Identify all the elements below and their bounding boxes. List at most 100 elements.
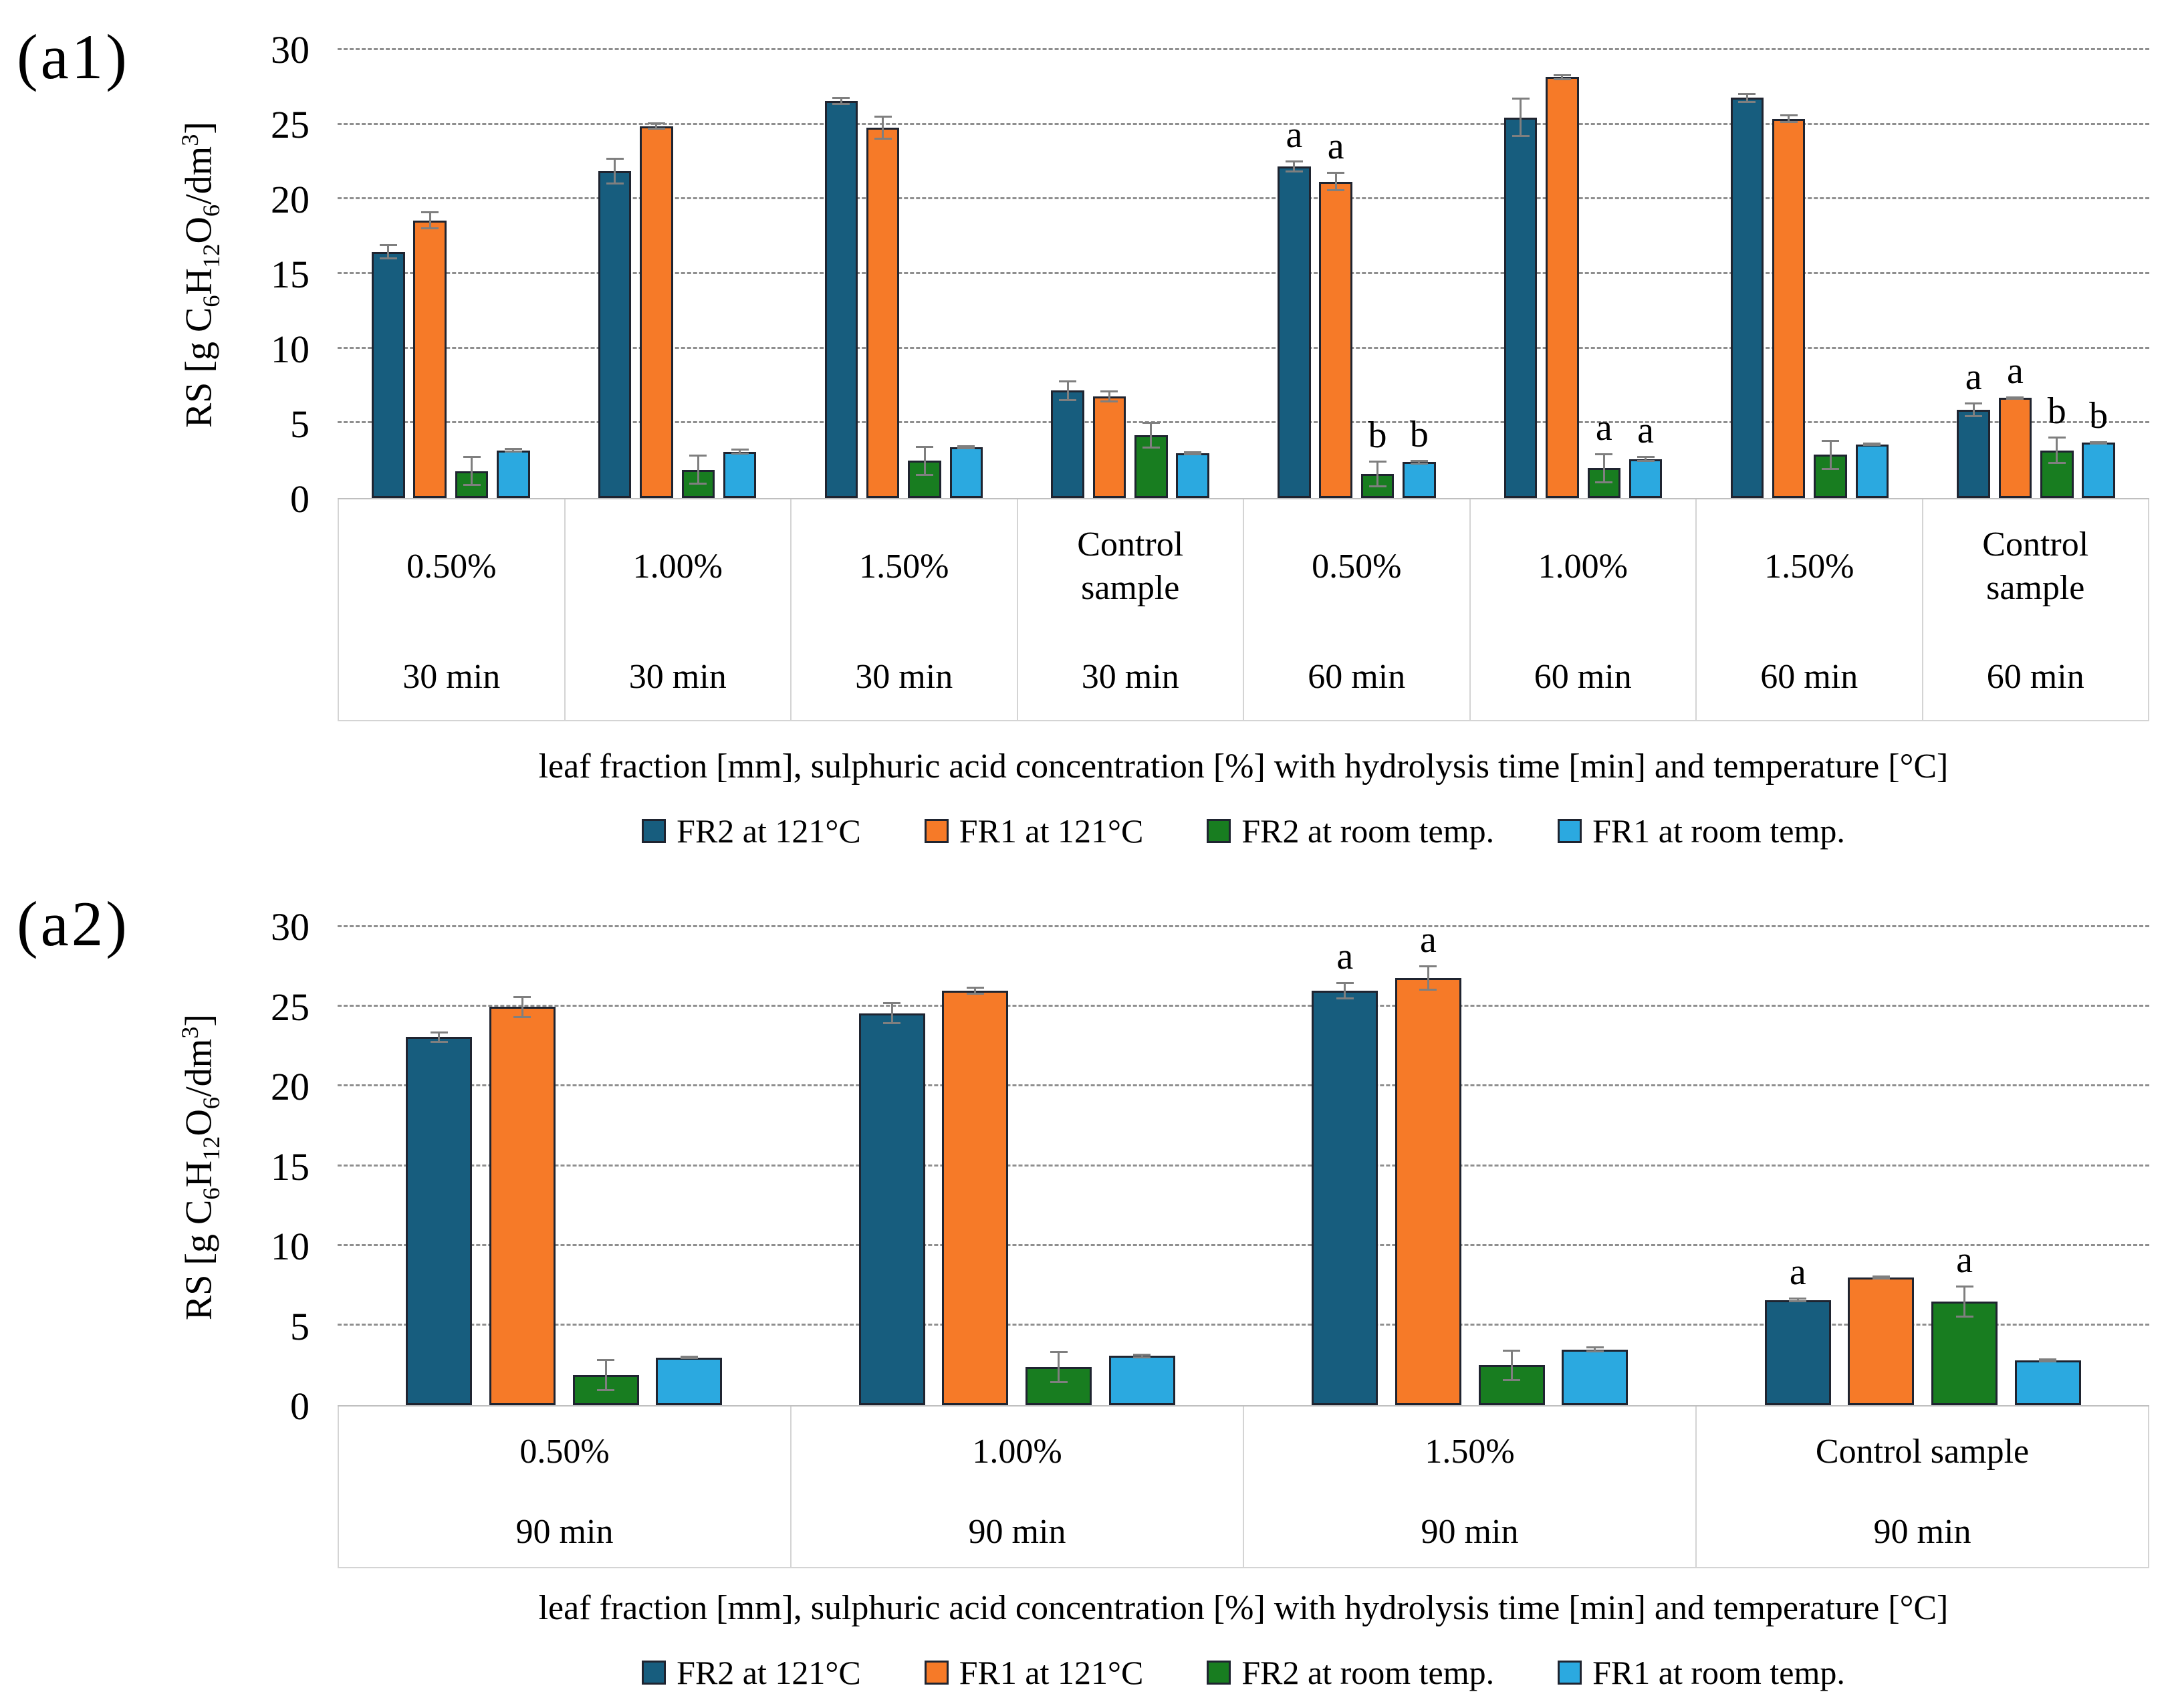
x-category-cell: 1.00% 90 min <box>792 1407 1244 1567</box>
bar-fr2-room-temp <box>1931 1302 1998 1405</box>
bar-fr2-121c <box>372 251 405 498</box>
error-bar <box>1066 380 1069 401</box>
bar-fr2-121c <box>1503 117 1538 498</box>
error-bar <box>1140 1353 1143 1358</box>
concentration-label: Control sample <box>1815 1433 2030 1471</box>
gridline <box>338 1243 2149 1246</box>
y-tick-label: 15 <box>271 1144 310 1189</box>
bar-slot: a <box>1395 921 1461 1405</box>
error-bar <box>1602 453 1605 483</box>
bar-fr2-121c <box>858 1013 925 1405</box>
bar-fr1-room-temp <box>2082 443 2115 498</box>
y-axis-title-part: 6 <box>197 1096 225 1109</box>
error-bar <box>604 1358 607 1391</box>
bar-fr1-121c <box>1092 396 1126 498</box>
bar-fr2-room-temp <box>1026 1366 1092 1405</box>
y-axis-title-part: /dm <box>178 146 220 205</box>
legend-swatch-fr2-121c <box>642 1661 667 1685</box>
legend-swatch-fr1-121c <box>924 819 949 843</box>
time-label: 60 min <box>1308 657 1406 696</box>
bar-group <box>791 50 1017 498</box>
bar-group <box>338 927 791 1405</box>
error-bar <box>1871 442 1873 447</box>
significance-letter: a <box>1637 410 1655 452</box>
bar-slot <box>723 50 757 498</box>
y-axis-title-part: 3 <box>176 1026 204 1039</box>
legend-swatch-fr2-room-temp <box>1207 1661 1231 1685</box>
legend-label: FR1 at room temp. <box>1592 1654 1845 1691</box>
error-bar <box>882 116 884 140</box>
bar-slot <box>1478 927 1545 1405</box>
bar-group <box>564 50 791 498</box>
bar-fr1-121c <box>1848 1277 1915 1405</box>
significance-letter: a <box>1336 936 1354 978</box>
bar-group <box>1697 50 1923 498</box>
bar-slot <box>572 927 639 1405</box>
concentration-label: 0.50% <box>406 547 497 586</box>
significance-letter: a <box>1595 407 1612 449</box>
bar-slot <box>942 927 1009 1405</box>
gridline <box>338 197 2149 200</box>
bar-fr1-room-temp <box>497 450 530 498</box>
y-axis-title-part: /dm <box>178 1038 220 1097</box>
y-axis-title-part: RS [g C <box>178 1199 220 1320</box>
bar-fr1-121c <box>413 220 447 498</box>
bar-slot: a <box>1587 50 1620 498</box>
error-bar <box>512 448 515 453</box>
bar-slot <box>1134 50 1168 498</box>
x-category-cell: 1.50% 60 min <box>1697 499 1923 720</box>
time-label: 90 min <box>1873 1513 1971 1551</box>
x-category-cell: 0.50% 30 min <box>339 499 566 720</box>
error-bar <box>521 995 523 1018</box>
legend-swatch-fr1-121c <box>924 1661 949 1685</box>
time-label: 60 min <box>1986 657 2084 696</box>
bar-slot <box>681 50 715 498</box>
legend-swatch-fr1-room-temp <box>1558 819 1582 843</box>
bar-fr2-121c <box>1051 390 1084 498</box>
bar-slot <box>598 50 632 498</box>
error-bar <box>1745 92 1748 104</box>
significance-letter: a <box>1965 356 1982 398</box>
gridline <box>338 272 2149 274</box>
bar-slot: b <box>2040 50 2074 498</box>
x-category-cell: 1.50% 30 min <box>792 499 1018 720</box>
y-axis-title-part: O <box>178 1108 220 1136</box>
gridline <box>338 421 2149 424</box>
error-bar <box>614 157 616 185</box>
error-bar <box>1880 1275 1883 1280</box>
gridline <box>338 925 2149 927</box>
error-bar <box>1829 439 1832 470</box>
bar-slot <box>908 50 941 498</box>
legend: FR2 at 121°C FR1 at 121°C FR2 at room temp… <box>338 1653 2149 1692</box>
y-tick-label: 10 <box>271 1225 310 1268</box>
error-bar <box>1561 74 1564 80</box>
y-tick-label: 20 <box>271 1065 310 1108</box>
x-axis-table-row: 0.50% 30 min 1.00% 30 min 1.50% 30 min Control… <box>0 499 2149 721</box>
error-bar <box>1376 461 1379 488</box>
concentration-label: Control sample <box>1077 525 1184 607</box>
bar-group <box>1017 50 1243 498</box>
error-bar <box>429 211 431 229</box>
error-bar <box>655 122 658 130</box>
y-tick-label: 10 <box>271 328 310 371</box>
gridline <box>338 1164 2149 1167</box>
y-tick-label: 25 <box>271 985 310 1029</box>
legend-label: FR2 at 121°C <box>677 812 861 850</box>
gutter-spacer <box>0 1407 338 1568</box>
bar-slot <box>1503 50 1538 498</box>
bar-fr1-room-temp <box>1562 1349 1629 1405</box>
y-axis-title-part: ] <box>178 121 220 134</box>
legend-item-fr1-121c: FR1 at 121°C <box>924 812 1143 850</box>
bar-group <box>791 927 1244 1405</box>
error-bar <box>2014 396 2016 400</box>
bar-fr2-121c <box>1312 991 1378 1405</box>
bar-slot <box>1855 50 1889 498</box>
x-axis-table: 0.50% 30 min 1.00% 30 min 1.50% 30 min Control… <box>338 499 2149 721</box>
y-tick-label: 0 <box>290 1384 310 1428</box>
